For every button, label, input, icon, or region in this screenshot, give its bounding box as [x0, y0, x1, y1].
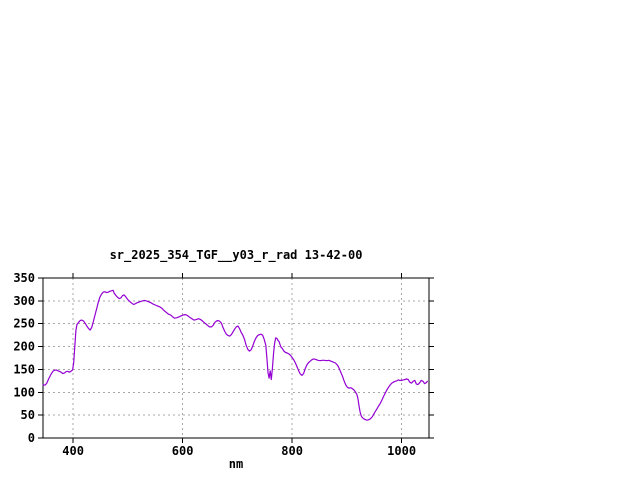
y-tick-label: 250: [13, 317, 35, 331]
y-tick-label: 50: [21, 408, 35, 422]
x-tick-label: 1000: [387, 444, 416, 458]
chart-title: sr_2025_354_TGF__y03_r_rad 13-42-00: [109, 248, 363, 262]
y-tick-label: 300: [13, 294, 35, 308]
y-tick-label: 150: [13, 362, 35, 376]
x-tick-label: 400: [62, 444, 84, 458]
spectrum-curve: [42, 289, 428, 421]
y-tick-label: 100: [13, 385, 35, 399]
x-tick-label: 600: [172, 444, 194, 458]
x-axis-label: nm: [228, 457, 244, 471]
x-tick-label: 800: [281, 444, 303, 458]
y-tick-label: 200: [13, 340, 35, 354]
plot-border: [42, 277, 430, 439]
y-tick-label: 0: [28, 431, 35, 445]
y-tick-label: 350: [13, 271, 35, 285]
